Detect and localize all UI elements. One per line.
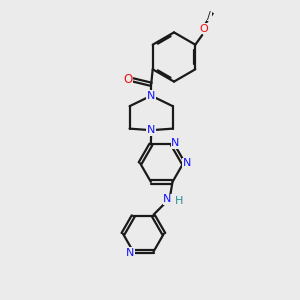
Text: /: /: [207, 11, 211, 21]
Text: H: H: [175, 196, 184, 206]
Text: N: N: [147, 125, 155, 135]
Text: O: O: [199, 23, 208, 34]
Text: N: N: [163, 194, 172, 204]
Text: N: N: [147, 91, 155, 101]
Text: N: N: [183, 158, 191, 168]
Text: O: O: [123, 73, 132, 86]
Text: N: N: [171, 138, 180, 148]
Text: N: N: [126, 248, 134, 258]
